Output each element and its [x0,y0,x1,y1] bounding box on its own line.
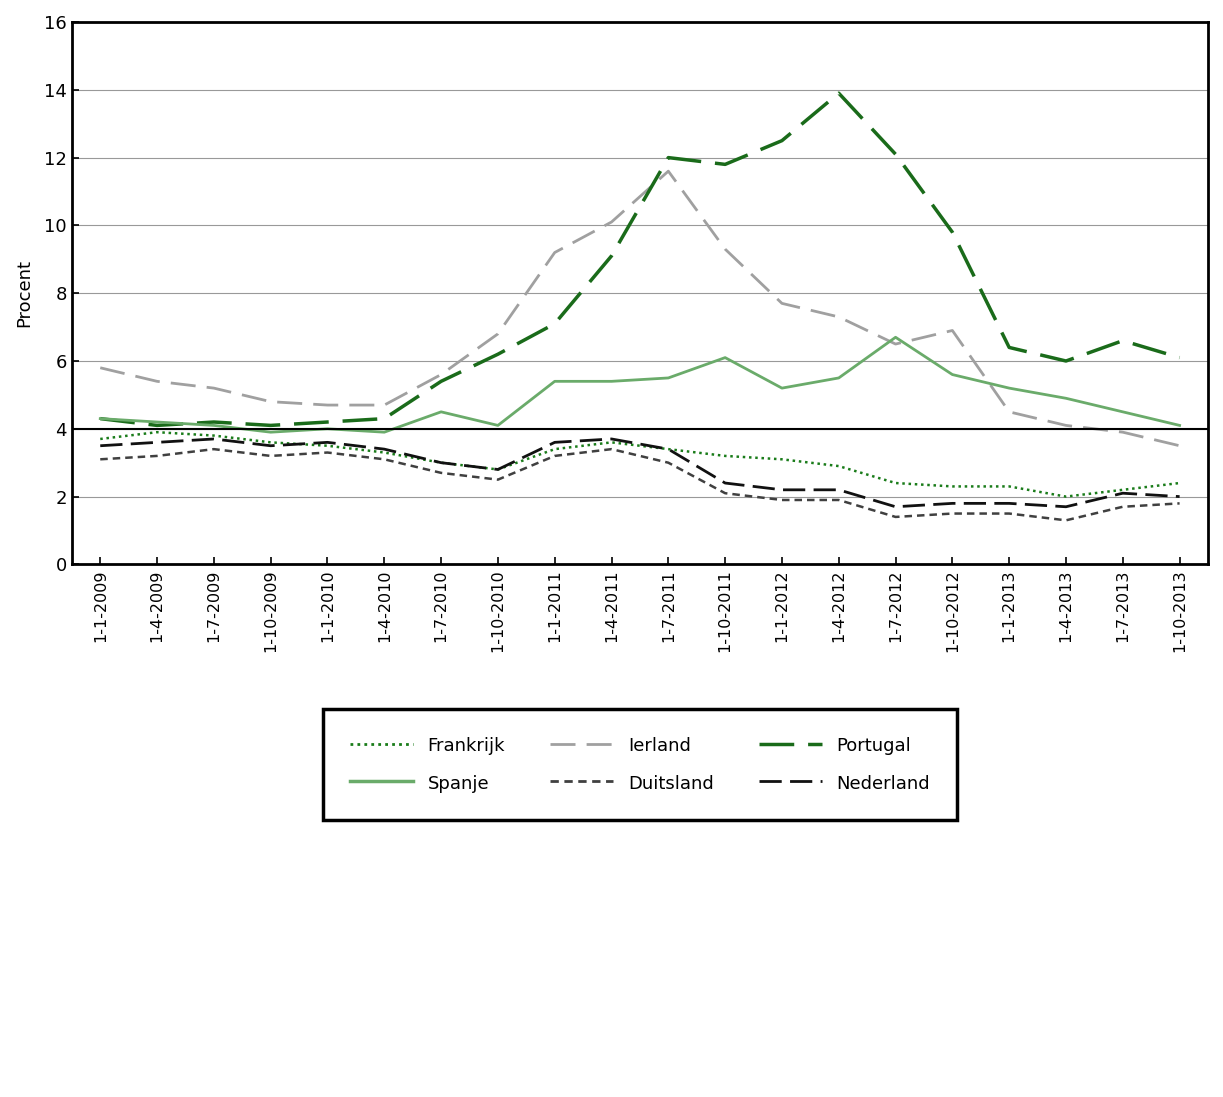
Y-axis label: Procent: Procent [15,259,33,327]
Legend: Frankrijk, Spanje, Ierland, Duitsland, Portugal, Nederland: Frankrijk, Spanje, Ierland, Duitsland, P… [323,709,958,819]
